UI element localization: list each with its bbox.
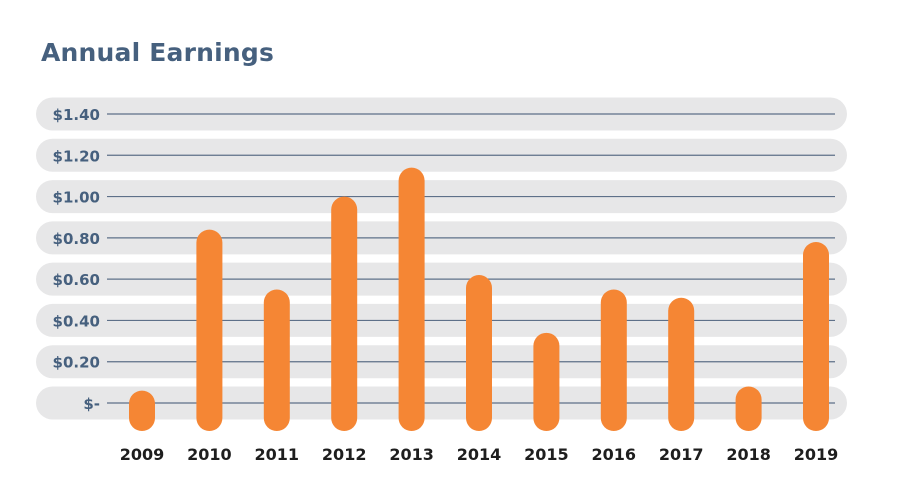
- y-tick-label: $1.40: [53, 106, 100, 124]
- bar-2018: [735, 386, 762, 431]
- bar-2015: [533, 332, 560, 431]
- y-tick-label: $1.00: [53, 189, 100, 207]
- bar-2017: [668, 297, 695, 431]
- y-tick-label: $-: [83, 395, 100, 413]
- x-tick-label: 2015: [524, 445, 569, 464]
- x-tick-label: 2009: [120, 445, 165, 464]
- y-axis-ticks: $- $0.20 $0.40 $0.60 $0.80 $1.00 $1.20 $1.40: [53, 106, 100, 413]
- x-tick-label: 2016: [592, 445, 637, 464]
- x-tick-label: 2018: [726, 445, 771, 464]
- bars: [129, 167, 829, 431]
- y-tick-label: $0.20: [53, 354, 100, 372]
- bar-2016: [600, 289, 627, 431]
- x-axis-ticks: 2009 2010 2011 2012 2013 2014 2015 2016 2017 2018…: [120, 445, 839, 464]
- bar-2013: [398, 167, 425, 431]
- bar-2014: [466, 275, 492, 431]
- bar-2010: [196, 229, 223, 431]
- y-tick-label: $0.40: [53, 312, 100, 330]
- bar-2019: [803, 241, 829, 431]
- y-tick-label: $0.60: [53, 271, 100, 289]
- x-tick-label: 2019: [794, 445, 839, 464]
- x-tick-label: 2010: [187, 445, 232, 464]
- y-tick-label: $0.80: [53, 230, 100, 248]
- background-bands: [36, 97, 847, 420]
- bar-2011: [263, 289, 290, 431]
- bar-2009: [129, 390, 155, 431]
- gridlines: [107, 113, 835, 404]
- y-tick-label: $1.20: [53, 147, 100, 165]
- x-tick-label: 2013: [389, 445, 434, 464]
- bar-2012: [331, 196, 358, 431]
- chart-title: Annual Earnings: [41, 38, 275, 67]
- x-tick-label: 2011: [255, 445, 300, 464]
- x-tick-label: 2012: [322, 445, 367, 464]
- x-tick-label: 2017: [659, 445, 704, 464]
- x-tick-label: 2014: [457, 445, 502, 464]
